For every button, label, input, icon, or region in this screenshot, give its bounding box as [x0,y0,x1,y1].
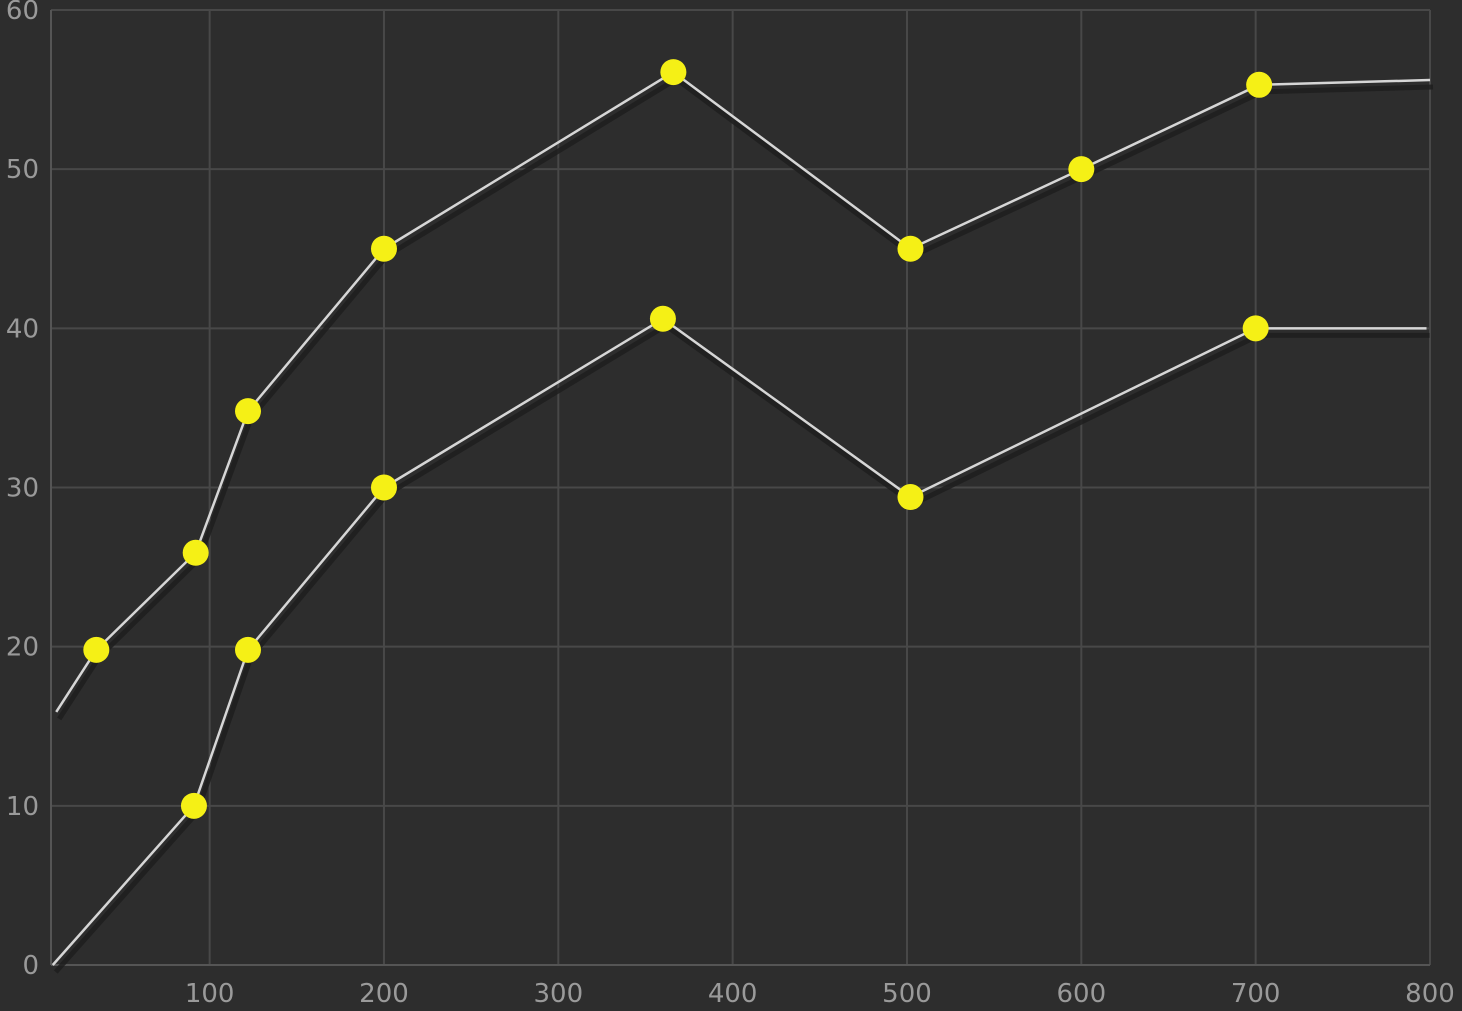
y-tick-label: 30 [6,474,39,504]
axis-layer [50,10,1430,966]
series-1-shadow [57,76,1434,721]
series-1-line [55,70,1431,713]
series-line-layer [51,70,1431,966]
series-1-point [660,59,687,86]
series-2-shadow [53,323,1430,974]
series-1-point [1068,156,1095,183]
series-shadow-layer [53,76,1434,974]
series-2-point [649,305,676,332]
series-2-point [235,636,261,663]
x-tick-label: 800 [1405,979,1455,1009]
series-1-point [1246,71,1273,98]
series-1-point [83,636,110,663]
x-tick-label: 400 [708,979,758,1009]
series-1-point [897,235,924,262]
series-2-line [51,317,1427,966]
marker-layer [83,59,1273,819]
tick-label-layer: 0 10 20 30 40 50 60 100 200 300 400 500 600 700 800 [6,0,1455,1009]
y-tick-label: 50 [6,155,39,185]
series-2-point [897,484,924,511]
y-tick-label: 0 [22,951,39,981]
series-2-point [180,792,207,819]
y-tick-label: 40 [6,314,39,344]
x-tick-label: 500 [882,979,932,1009]
series-2-point [370,474,397,501]
y-tick-label: 10 [6,792,39,822]
series-1-point [182,539,209,566]
x-tick-label: 700 [1231,979,1281,1009]
series-2-point [1242,315,1269,342]
x-tick-label: 100 [185,979,235,1009]
grid-layer [51,9,1431,966]
x-tick-label: 200 [359,979,409,1009]
series-1-point [370,235,397,262]
series-1-point [235,398,261,425]
y-tick-label: 60 [6,0,39,26]
x-tick-label: 600 [1057,979,1107,1009]
y-tick-label: 20 [6,633,39,663]
x-tick-label: 300 [533,979,583,1009]
